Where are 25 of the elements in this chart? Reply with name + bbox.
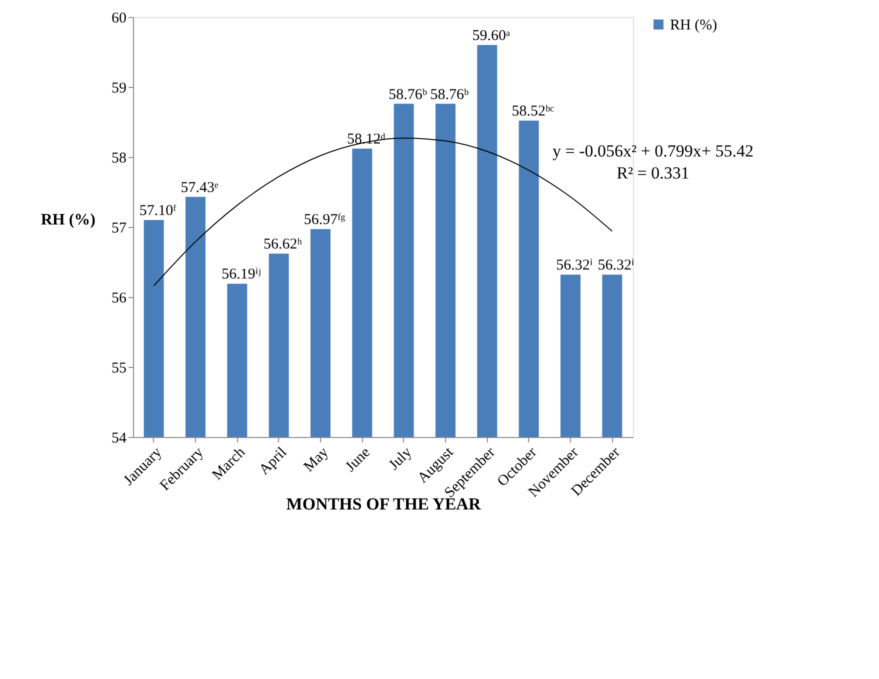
y-tick-label: 55	[112, 360, 126, 376]
data-label: 58.76ᵇ	[388, 86, 428, 103]
y-tick-label: 60	[112, 10, 126, 26]
x-tick-label: July	[386, 444, 416, 474]
data-label: 57.10ᶠ	[139, 203, 178, 219]
data-label: 58.76ᵇ	[430, 86, 470, 103]
data-label: 56.19ⁱʲ	[222, 266, 261, 283]
data-label: 59.60ᵃ	[472, 28, 510, 44]
y-axis-title: RH (%)	[40, 212, 96, 228]
annotation: R² = 0.331	[616, 163, 690, 182]
legend-label: RH (%)	[670, 18, 718, 34]
y-tick-label: 58	[112, 150, 126, 166]
data-label: 56.62ʰ	[264, 236, 302, 253]
y-tick-label: 54	[112, 430, 127, 446]
y-tick-label: 57	[112, 220, 127, 236]
data-label: 57.43ᵉ	[180, 180, 218, 196]
x-tick-label: May	[301, 444, 332, 476]
data-label: 56.32ⁱ	[556, 258, 593, 274]
annotation: y = -0.056x² + 0.799x+ 55.42	[552, 141, 754, 160]
x-tick-label: June	[342, 444, 374, 476]
y-tick-label: 59	[112, 80, 126, 96]
data-label: 58.52ᵇᶜ	[512, 104, 554, 120]
data-label: 56.97ᶠᵍ	[304, 212, 346, 228]
data-label: 56.32ⁱ	[598, 258, 635, 274]
y-tick-label: 56	[112, 290, 127, 306]
